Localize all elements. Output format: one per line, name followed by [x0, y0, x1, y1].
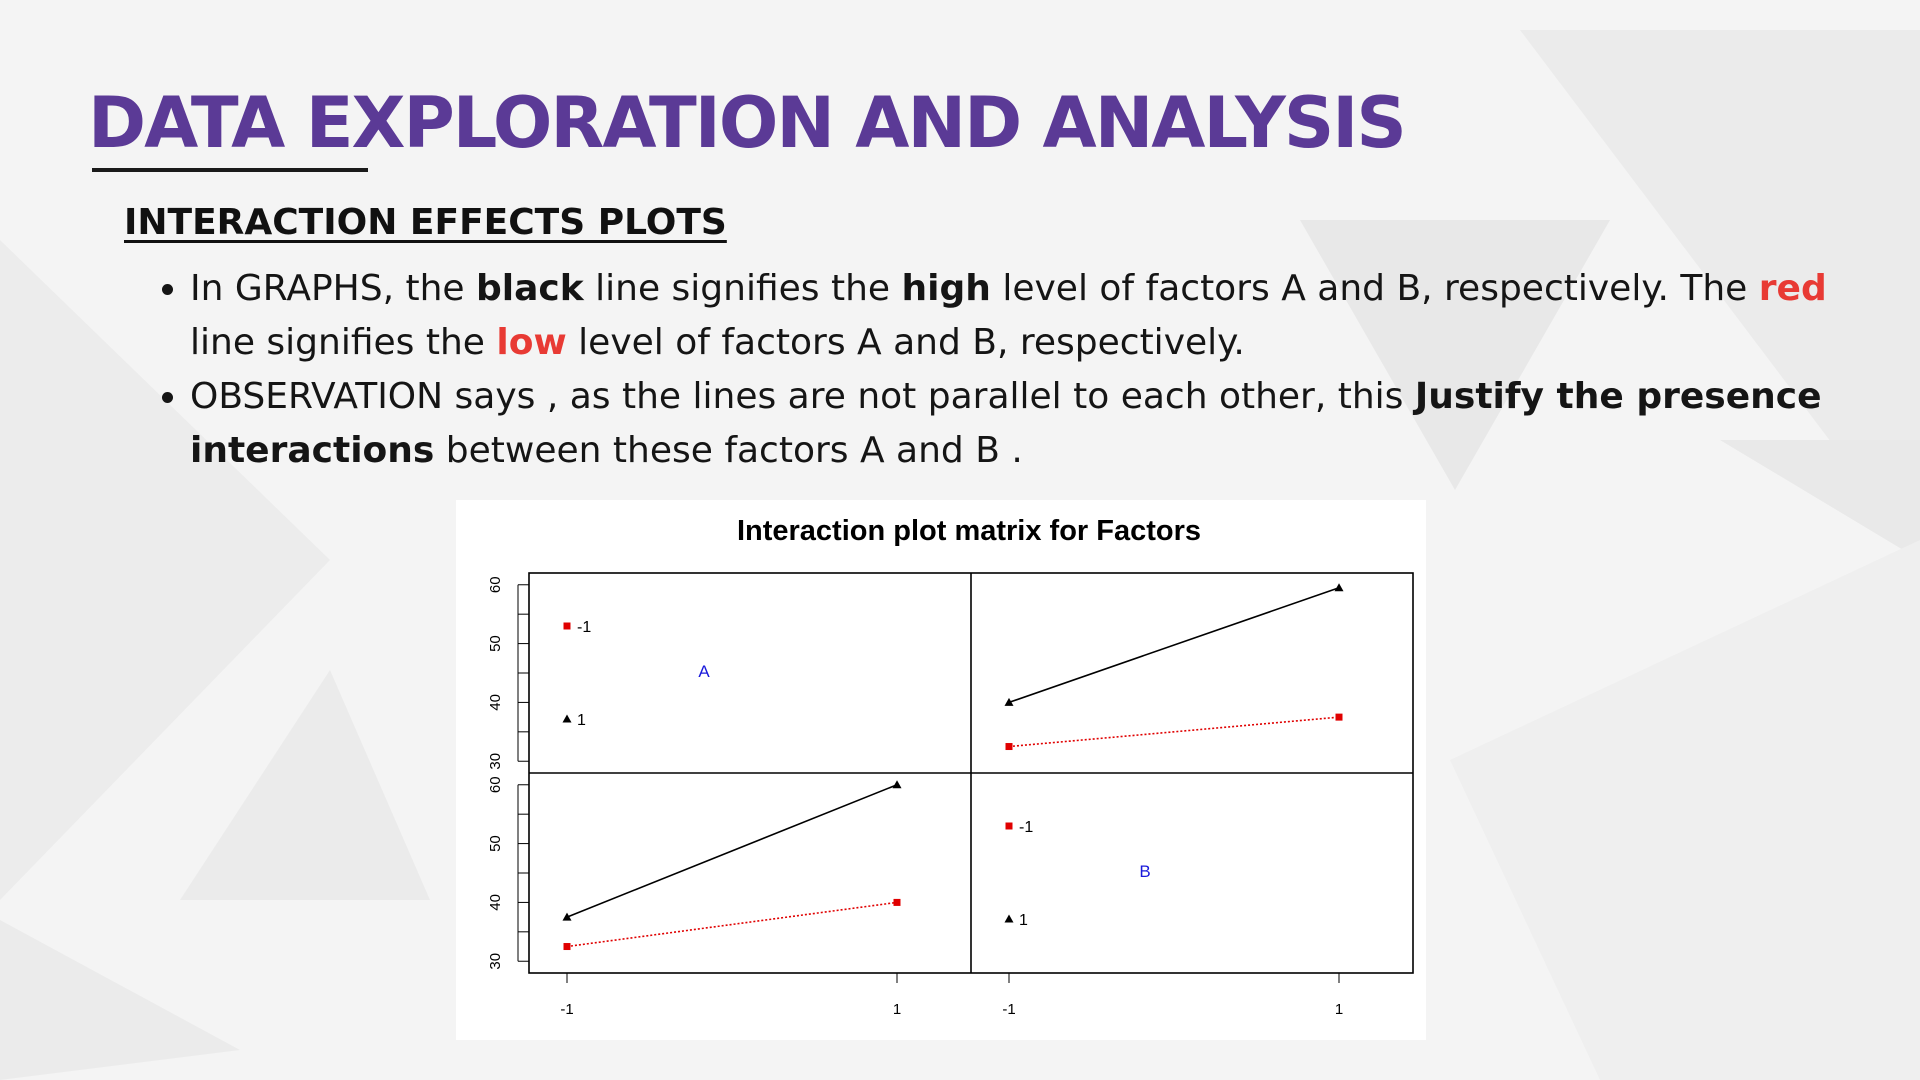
bullet-text: level of factors A and B, respectively. [566, 322, 1245, 363]
y-tick-label: 60 [487, 576, 504, 593]
interaction-plot: Interaction plot matrix for Factors 30 40… [456, 500, 1426, 1040]
section-subtitle: INTERACTION EFFECTS PLOTS [124, 202, 727, 243]
interaction-plot-svg: Interaction plot matrix for Factors 30 40… [487, 515, 1414, 1018]
page-title: DATA EXPLORATION AND ANALYSIS [88, 82, 1407, 164]
y-tick-label: 30 [487, 953, 504, 970]
legend-marker [562, 714, 572, 723]
legend-label: 1 [577, 712, 586, 729]
bullet-text: In GRAPHS, the [190, 268, 476, 309]
bullet-text: OBSERVATION says , as the lines are not … [190, 376, 1415, 417]
bullet-emphasis-high: high [901, 268, 991, 309]
bullet-text: line signifies the [190, 322, 497, 363]
bullet-text: level of factors A and B, respectively. … [990, 268, 1759, 309]
y-tick-label: 60 [487, 776, 504, 793]
legend-label: -1 [1019, 819, 1033, 836]
factor-label-a: A [698, 662, 710, 681]
legend-label: -1 [577, 619, 591, 636]
x-tick-label: 1 [893, 1001, 901, 1018]
data-point [892, 780, 902, 789]
y-tick-label: 40 [487, 694, 504, 711]
series-line [566, 784, 898, 918]
series-line [1008, 586, 1340, 704]
bullet-text: line signifies the [583, 268, 902, 309]
legend-marker [1005, 822, 1013, 830]
title-underline [92, 168, 368, 172]
x-tick-label: -1 [560, 1001, 573, 1018]
data-point [893, 898, 901, 906]
data-point [1005, 743, 1013, 751]
y-tick-label: 30 [487, 753, 504, 770]
legend-label: 1 [1019, 912, 1028, 929]
bullet-emphasis-justify: Justify the presence interactions [190, 376, 1822, 471]
data-point [562, 912, 572, 921]
bullet-emphasis-black: black [476, 268, 584, 309]
bullet-emphasis-red: red [1758, 268, 1827, 309]
series-line [1008, 716, 1340, 748]
legend-marker [1004, 914, 1014, 923]
data-point [1334, 583, 1344, 592]
bullet-text: between these factors A and B . [434, 430, 1023, 471]
y-tick-label: 50 [487, 635, 504, 652]
y-tick-label: 40 [487, 894, 504, 911]
chart-title: Interaction plot matrix for Factors [737, 515, 1201, 547]
data-point [1004, 697, 1014, 706]
series-line [566, 901, 898, 948]
x-tick-label: -1 [1002, 1001, 1015, 1018]
data-point [1335, 713, 1343, 721]
bullet-item-1: In GRAPHS, the black line signifies the … [190, 262, 1890, 370]
data-point [563, 943, 571, 951]
bullet-emphasis-low: low [496, 322, 567, 363]
factor-label-b: B [1139, 862, 1150, 881]
bullet-list: In GRAPHS, the black line signifies the … [150, 262, 1890, 478]
y-tick-label: 50 [487, 835, 504, 852]
x-tick-label: 1 [1335, 1001, 1343, 1018]
legend-marker [563, 622, 571, 630]
bullet-item-2: OBSERVATION says , as the lines are not … [190, 370, 1890, 478]
